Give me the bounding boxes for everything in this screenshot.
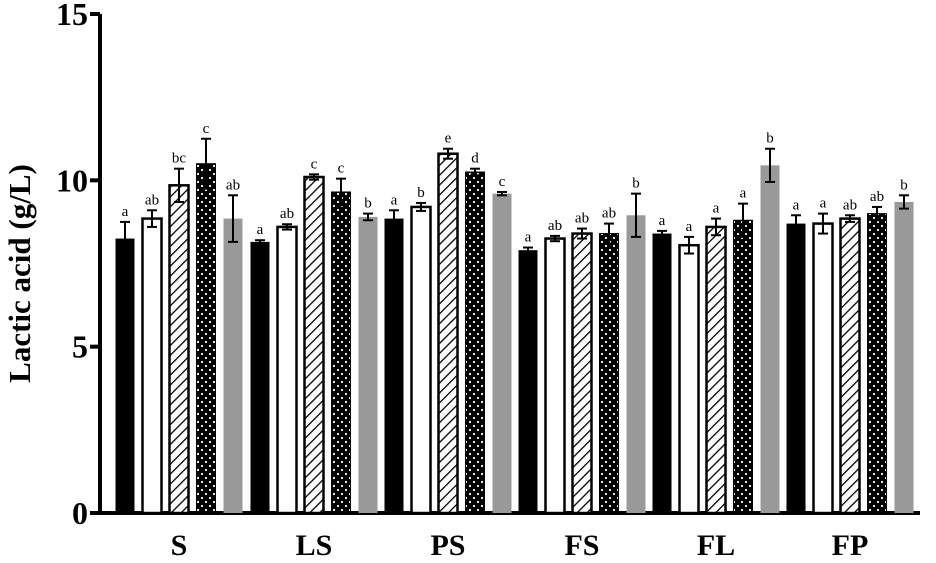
bar-ps-series-2 [410,205,432,515]
x-category-label-fp: FP [832,529,869,562]
significance-letter-ls-series-5: b [364,196,372,212]
bar-ps-series-3 [437,152,459,515]
bar-fp-series-2 [812,222,834,515]
bar-s-series-1 [115,238,135,514]
bar-ps-series-5 [492,193,512,513]
significance-letter-fp-series-2: a [820,196,827,212]
y-tick-label-15: 15 [56,0,88,32]
significance-letter-fp-series-5: b [900,177,908,193]
significance-letter-ps-series-4: d [471,151,479,167]
significance-letter-s-series-1: a [122,204,129,220]
significance-letter-s-series-5: ab [226,177,240,193]
x-category-label-fl: FL [697,529,735,562]
bar-fl-series-4 [733,219,753,514]
significance-letter-ps-series-5: c [499,174,506,190]
significance-letter-fs-series-2: ab [548,218,562,234]
bar-s-series-2 [141,217,163,515]
significance-letter-ls-series-2: ab [280,206,294,222]
bar-ls-series-4 [331,191,351,514]
bar-fp-series-4 [867,213,887,514]
bar-fp-series-5 [894,201,914,513]
significance-letter-fs-series-1: a [525,230,532,246]
bar-fs-series-3 [571,232,593,515]
significance-letter-fp-series-1: a [793,197,800,213]
significance-letter-fs-series-5: b [632,176,640,192]
bar-ls-series-3 [303,175,325,515]
bar-fl-series-1 [652,233,672,513]
bar-fp-series-1 [786,223,806,513]
significance-letter-fl-series-4: a [740,186,747,202]
significance-letter-ls-series-3: c [311,156,318,172]
y-tick-label-10: 10 [56,162,88,198]
bar-ps-series-1 [384,218,404,513]
bar-ls-series-2 [276,225,298,515]
significance-letter-fl-series-1: a [659,213,666,229]
bar-ls-series-1 [250,241,270,514]
significance-letter-fl-series-3: a [713,201,720,217]
bar-fp-series-3 [839,217,861,515]
y-axis-title: Lactic acid (g/L) [2,164,37,383]
x-category-label-ps: PS [430,529,465,562]
significance-letter-fs-series-3: ab [575,211,589,227]
bar-ps-series-4 [465,171,485,514]
bar-fs-series-4 [599,233,619,514]
bar-s-series-4 [196,163,216,514]
significance-letter-ps-series-1: a [391,192,398,208]
bar-s-series-3 [168,184,190,515]
y-tick-label-5: 5 [72,329,88,365]
significance-letter-fp-series-3: ab [843,197,857,213]
y-tick-label-0: 0 [72,495,88,531]
significance-letter-fs-series-4: ab [602,206,616,222]
significance-letter-fl-series-5: b [766,131,774,147]
bar-fl-series-3 [705,225,727,515]
bar-fs-series-2 [544,237,566,515]
significance-letter-ps-series-3: e [445,131,452,147]
significance-letter-ps-series-2: b [417,185,425,201]
bar-fl-series-2 [678,243,700,515]
bar-fs-series-5 [626,215,646,513]
bar-s-series-5 [223,218,243,513]
bar-ls-series-5 [358,216,378,513]
bar-fs-series-1 [518,250,538,513]
significance-letter-s-series-2: ab [145,192,159,208]
significance-letter-ls-series-4: c [338,161,345,177]
significance-letter-s-series-4: c [203,121,210,137]
significance-letter-fl-series-2: a [686,219,693,235]
x-category-label-fs: FS [564,529,599,562]
significance-letter-fp-series-4: ab [870,189,884,205]
x-category-label-ls: LS [296,529,333,562]
bar-fl-series-5 [760,165,780,513]
significance-letter-ls-series-1: a [257,222,264,238]
bars [115,137,914,515]
significance-letter-s-series-3: bc [172,151,187,167]
x-category-label-s: S [171,529,188,562]
